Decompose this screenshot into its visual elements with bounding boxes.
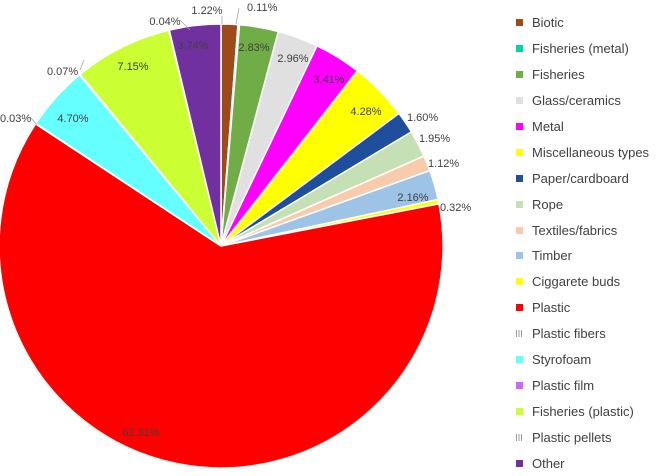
data-label: 1.95% <box>419 133 450 145</box>
legend-label: Fisheries (plastic) <box>532 403 634 419</box>
legend-item: Biotic <box>516 10 661 36</box>
legend-label: Plastic film <box>532 377 595 393</box>
legend-swatch <box>516 330 523 338</box>
data-label: 0.04% <box>149 16 180 28</box>
legend-swatch <box>516 226 523 234</box>
legend-swatch <box>516 459 523 467</box>
data-label: 1.12% <box>428 158 459 170</box>
legend-item: Styrofoam <box>516 347 661 373</box>
legend-swatch <box>516 174 523 182</box>
legend-label: Rope <box>532 196 564 212</box>
legend-swatch <box>516 45 523 53</box>
data-label: 0.11% <box>247 2 278 14</box>
legend-label: Metal <box>532 119 564 134</box>
legend-label: Plastic pellets <box>532 429 612 445</box>
pie-slice-fisheries-plastic- <box>79 29 222 247</box>
data-label: 2.16% <box>397 192 428 204</box>
legend-item: Plastic pellets <box>516 424 661 450</box>
legend-item: Miscellaneous types <box>516 139 661 165</box>
legend-label: Textiles/fabrics <box>532 222 618 238</box>
legend-item: Plastic <box>516 295 661 321</box>
data-label: 4.70% <box>57 113 88 125</box>
legend-item: Plastic film <box>516 372 661 398</box>
leader-line <box>179 19 191 31</box>
legend-label: Glass/ceramics <box>532 93 621 109</box>
legend-label: Miscellaneous types <box>532 144 650 160</box>
legend-label: Ciggarete buds <box>532 274 621 290</box>
legend-swatch <box>516 252 523 260</box>
legend-item: Paper/cardboard <box>516 165 661 191</box>
chart-legend: Biotic Fisheries (metal) Fisheries Glass/ce… <box>516 10 661 476</box>
leader-line <box>235 7 240 25</box>
legend-label: Biotic <box>532 15 564 31</box>
data-label: 2.83% <box>238 42 269 54</box>
legend-swatch <box>516 381 523 389</box>
legend-label: Plastic <box>532 300 571 316</box>
data-label: 1.60% <box>407 112 438 124</box>
leader-line <box>29 116 38 126</box>
legend-label: Fisheries <box>532 67 585 83</box>
legend-item: Glass/ceramics <box>516 88 661 114</box>
legend-swatch <box>516 407 523 415</box>
legend-label: Plastic fibers <box>532 326 606 342</box>
data-label: 0.03% <box>0 113 31 125</box>
legend-item: Fisheries (metal) <box>516 36 661 62</box>
legend-item: Other <box>516 450 661 476</box>
legend-label: Fisheries (metal) <box>532 41 629 57</box>
legend-swatch <box>516 19 523 27</box>
legend-swatch <box>516 200 523 208</box>
legend-item: Timber <box>516 243 661 269</box>
leader-line <box>79 59 85 71</box>
data-label: 0.07% <box>47 66 78 78</box>
legend-label: Paper/cardboard <box>532 170 629 186</box>
legend-label: Styrofoam <box>532 352 592 368</box>
data-label: 4.28% <box>350 106 381 118</box>
legend-item: Fisheries <box>516 62 661 88</box>
legend-swatch <box>516 304 523 312</box>
legend-swatch <box>516 97 523 105</box>
legend-swatch <box>516 71 523 79</box>
pie-slice-plastic <box>0 122 444 469</box>
legend-swatch <box>516 278 523 286</box>
legend-item: Ciggarete buds <box>516 269 661 295</box>
data-label: 2.96% <box>277 53 308 65</box>
legend-item: Textiles/fabrics <box>516 217 661 243</box>
legend-item: Metal <box>516 114 661 140</box>
data-label: 1.22% <box>191 5 222 17</box>
legend-swatch <box>516 148 523 156</box>
data-label: 7.15% <box>117 61 148 73</box>
legend-item: Fisheries (plastic) <box>516 398 661 424</box>
legend-swatch <box>516 123 523 130</box>
legend-swatch <box>516 356 523 364</box>
data-label: 62.31% <box>122 427 160 439</box>
legend-label: Timber <box>532 248 572 264</box>
data-label: 3.74% <box>177 40 208 52</box>
pie-slice-other <box>168 23 222 247</box>
data-label: 3.41% <box>313 74 344 86</box>
legend-item: Plastic fibers <box>516 321 661 347</box>
legend-label: Other <box>532 455 565 471</box>
data-label: 0.32% <box>440 202 471 214</box>
legend-swatch <box>516 433 523 441</box>
legend-item: Rope <box>516 191 661 217</box>
